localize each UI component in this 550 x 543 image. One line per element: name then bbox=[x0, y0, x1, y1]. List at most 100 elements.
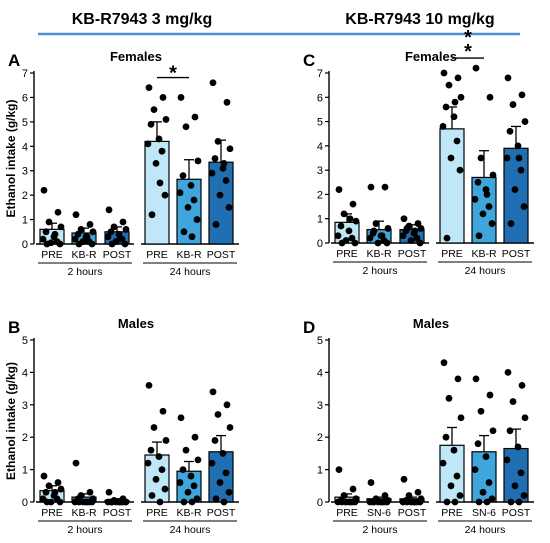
data-point bbox=[144, 459, 152, 467]
data-point bbox=[179, 466, 187, 473]
data-point bbox=[349, 200, 357, 208]
data-point bbox=[144, 140, 152, 148]
data-point bbox=[209, 388, 217, 396]
data-point bbox=[340, 210, 348, 218]
data-point bbox=[514, 443, 522, 451]
panel-A: A Females Ethanol intake (g/kg) 0 1 2 3 4 5 6 7 PRE… bbox=[4, 49, 239, 278]
data-point bbox=[486, 93, 494, 101]
category-label: KB-R bbox=[471, 248, 497, 260]
category-label: SN-6 bbox=[472, 507, 496, 519]
data-point bbox=[504, 369, 512, 376]
panel-B: B Males Ethanol intake (g/kg) 0 1 2 3 4 5 PRE KB-R… bbox=[4, 316, 239, 536]
data-point bbox=[107, 228, 115, 236]
data-point bbox=[443, 234, 451, 242]
data-point bbox=[188, 233, 196, 241]
panel-title: Females bbox=[405, 49, 457, 64]
y-tick-label: 3 bbox=[22, 166, 28, 178]
data-point bbox=[447, 482, 455, 490]
data-point bbox=[43, 498, 51, 506]
data-point bbox=[378, 498, 386, 506]
y-tick-label: 6 bbox=[22, 92, 28, 104]
data-point bbox=[488, 220, 496, 227]
significance-label: * bbox=[169, 63, 177, 85]
data-point bbox=[88, 240, 96, 248]
data-point bbox=[509, 101, 517, 108]
y-tick-label: 4 bbox=[317, 367, 323, 379]
data-point bbox=[226, 145, 234, 153]
data-point bbox=[349, 485, 357, 493]
y-tick-label: 2 bbox=[22, 432, 28, 444]
category-label: PRE bbox=[146, 249, 168, 261]
data-point bbox=[119, 218, 127, 226]
data-point bbox=[152, 159, 160, 167]
data-point bbox=[471, 195, 479, 203]
data-point bbox=[108, 240, 116, 248]
data-point bbox=[147, 446, 155, 454]
category-label: POST bbox=[207, 507, 236, 519]
data-point bbox=[51, 230, 59, 238]
data-point bbox=[190, 196, 198, 204]
data-point bbox=[483, 191, 491, 198]
data-point bbox=[351, 498, 359, 506]
data-point bbox=[447, 154, 455, 162]
data-point bbox=[212, 495, 220, 503]
data-point bbox=[367, 183, 375, 191]
data-point bbox=[450, 446, 458, 454]
data-point bbox=[219, 450, 227, 457]
data-point bbox=[399, 232, 407, 240]
data-point bbox=[162, 116, 170, 123]
data-point bbox=[150, 424, 158, 431]
y-tick-label: 3 bbox=[22, 400, 28, 412]
data-point bbox=[74, 230, 82, 238]
data-point bbox=[472, 64, 480, 72]
data-point bbox=[121, 498, 129, 506]
data-point bbox=[208, 169, 216, 177]
data-point bbox=[351, 239, 359, 247]
data-point bbox=[520, 492, 528, 499]
y-tick-label: 1 bbox=[22, 465, 28, 477]
data-point bbox=[439, 123, 447, 130]
data-point bbox=[503, 456, 511, 464]
y-tick-label: 0 bbox=[317, 497, 323, 509]
y-tick-label: 5 bbox=[317, 117, 323, 129]
data-point bbox=[445, 394, 453, 402]
data-point bbox=[145, 381, 153, 389]
data-point bbox=[187, 181, 195, 189]
data-point bbox=[152, 475, 160, 483]
y-tick-label: 4 bbox=[22, 141, 28, 153]
y-tick-label: 0 bbox=[22, 497, 28, 509]
data-point bbox=[378, 232, 386, 240]
significance-label: * * bbox=[464, 27, 472, 63]
data-point bbox=[517, 469, 525, 477]
y-tick-label: 3 bbox=[317, 400, 323, 412]
data-point bbox=[337, 222, 345, 230]
data-point bbox=[515, 498, 523, 506]
header-right: KB-R7943 10 mg/kg bbox=[345, 11, 494, 28]
y-tick-label: 6 bbox=[317, 92, 323, 104]
panel-letter: B bbox=[8, 318, 20, 337]
y-tick-label: 1 bbox=[22, 215, 28, 227]
panels: A Females Ethanol intake (g/kg) 0 1 2 3 4 5 6 7 PRE… bbox=[4, 27, 534, 536]
category-label: POST bbox=[502, 507, 531, 519]
data-point bbox=[453, 137, 461, 145]
data-point bbox=[383, 498, 391, 506]
data-point bbox=[212, 221, 220, 228]
data-point bbox=[482, 453, 490, 461]
bar bbox=[176, 178, 202, 245]
data-point bbox=[177, 414, 185, 422]
y-axis-label: Ethanol intake (g/kg) bbox=[4, 99, 18, 217]
y-tick-label: 5 bbox=[22, 117, 28, 129]
data-point bbox=[515, 154, 523, 162]
data-point bbox=[72, 211, 80, 219]
data-point bbox=[474, 178, 482, 186]
data-point bbox=[161, 485, 169, 493]
data-point bbox=[405, 492, 413, 499]
data-point bbox=[506, 127, 514, 135]
category-label: PRE bbox=[336, 507, 358, 519]
data-point bbox=[158, 147, 166, 155]
data-point bbox=[509, 398, 517, 405]
data-point bbox=[108, 498, 116, 506]
data-point bbox=[194, 157, 202, 165]
data-point bbox=[223, 401, 231, 409]
data-point bbox=[71, 235, 79, 243]
